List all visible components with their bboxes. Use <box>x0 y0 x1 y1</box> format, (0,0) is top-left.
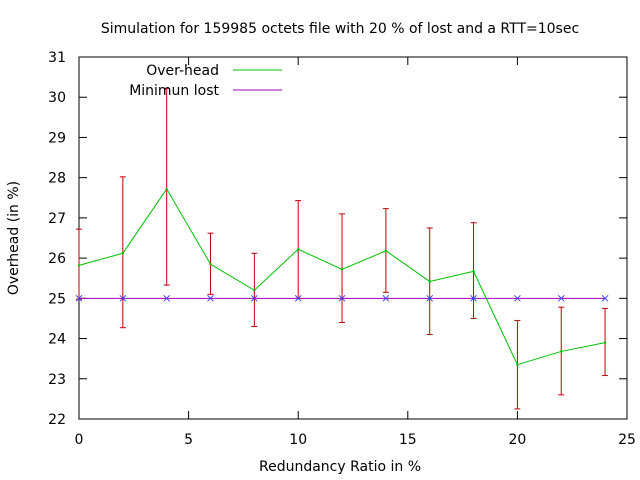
data-point-minimum-lost <box>514 294 521 302</box>
error-bar <box>163 87 170 286</box>
chart-title: Simulation for 159985 octets file with 2… <box>101 21 579 37</box>
data-point-over-head <box>209 262 212 266</box>
y-tick-label: 30 <box>48 90 66 106</box>
data-point-over-head <box>340 268 344 271</box>
point-marker-stroke <box>601 294 609 302</box>
y-tick-label: 26 <box>48 251 66 267</box>
data-point-minimum-lost <box>382 294 390 302</box>
point-marker-stroke <box>75 294 83 302</box>
y-tick-label: 29 <box>48 130 66 146</box>
data-point-minimum-lost <box>557 294 565 302</box>
point-marker-stroke <box>338 294 346 302</box>
error-bar <box>339 213 346 323</box>
data-point-over-head <box>603 341 607 344</box>
y-tick-label: 27 <box>48 211 66 227</box>
data-point-over-head <box>77 264 81 267</box>
point-marker-stroke <box>251 294 258 302</box>
legend-label: Over-head <box>146 63 219 79</box>
legend-entry: Minimun lost <box>129 83 282 99</box>
data-point-over-head <box>297 248 300 251</box>
plot-frame <box>78 56 628 420</box>
x-tick-label: 5 <box>184 432 193 448</box>
point-marker-stroke <box>557 294 565 302</box>
y-tick-label: 22 <box>48 412 66 428</box>
point-marker-stroke <box>163 294 171 302</box>
data-point-over-head <box>472 270 475 273</box>
data-point-over-head <box>428 280 431 283</box>
data-point-over-head <box>253 289 256 292</box>
x-tick-label: 0 <box>75 432 84 448</box>
data-point-minimum-lost <box>251 294 258 302</box>
data-point-over-head <box>516 363 519 366</box>
x-tick-label: 15 <box>399 432 417 448</box>
data-point-minimum-lost <box>426 294 434 302</box>
point-marker-stroke <box>207 294 214 302</box>
data-point-over-head <box>560 350 563 353</box>
data-point-over-head <box>165 187 168 191</box>
legend-label: Minimun lost <box>129 83 219 99</box>
y-axis-label: Overhead (in %) <box>6 181 22 295</box>
point-marker-stroke <box>382 294 390 302</box>
y-tick-label: 25 <box>48 291 66 307</box>
x-tick-label: 20 <box>508 432 526 448</box>
data-point-minimum-lost <box>75 294 83 302</box>
y-tick-label: 24 <box>48 332 66 348</box>
data-point-over-head <box>384 249 388 253</box>
data-point-minimum-lost <box>163 294 171 302</box>
data-point-minimum-lost <box>119 294 127 302</box>
x-axis-label: Redundancy Ratio in % <box>259 459 421 475</box>
x-tick-label: 10 <box>289 432 307 448</box>
x-tick-label: 25 <box>618 432 636 448</box>
y-tick-label: 28 <box>48 171 66 187</box>
data-point-minimum-lost <box>294 294 302 302</box>
y-tick-label: 23 <box>48 372 66 388</box>
data-point-minimum-lost <box>470 294 477 302</box>
point-marker-stroke <box>294 294 302 302</box>
data-point-minimum-lost <box>601 294 609 302</box>
data-point-over-head <box>121 252 125 255</box>
legend-entry: Over-head <box>146 63 282 79</box>
axis-ticks: 22 23 24 25 26 27 28 29 30 31 0 5 10 15 20 25 <box>48 50 636 448</box>
data-point-minimum-lost <box>207 294 214 302</box>
series-layer <box>75 87 609 410</box>
error-bar <box>76 228 82 300</box>
legend: Over-head Minimun lost <box>129 63 282 99</box>
point-marker-stroke <box>514 294 521 302</box>
point-marker-stroke <box>470 294 477 302</box>
point-marker-stroke <box>119 294 127 302</box>
point-marker-stroke <box>426 294 434 302</box>
data-point-minimum-lost <box>338 294 346 302</box>
y-tick-label: 31 <box>48 50 66 66</box>
